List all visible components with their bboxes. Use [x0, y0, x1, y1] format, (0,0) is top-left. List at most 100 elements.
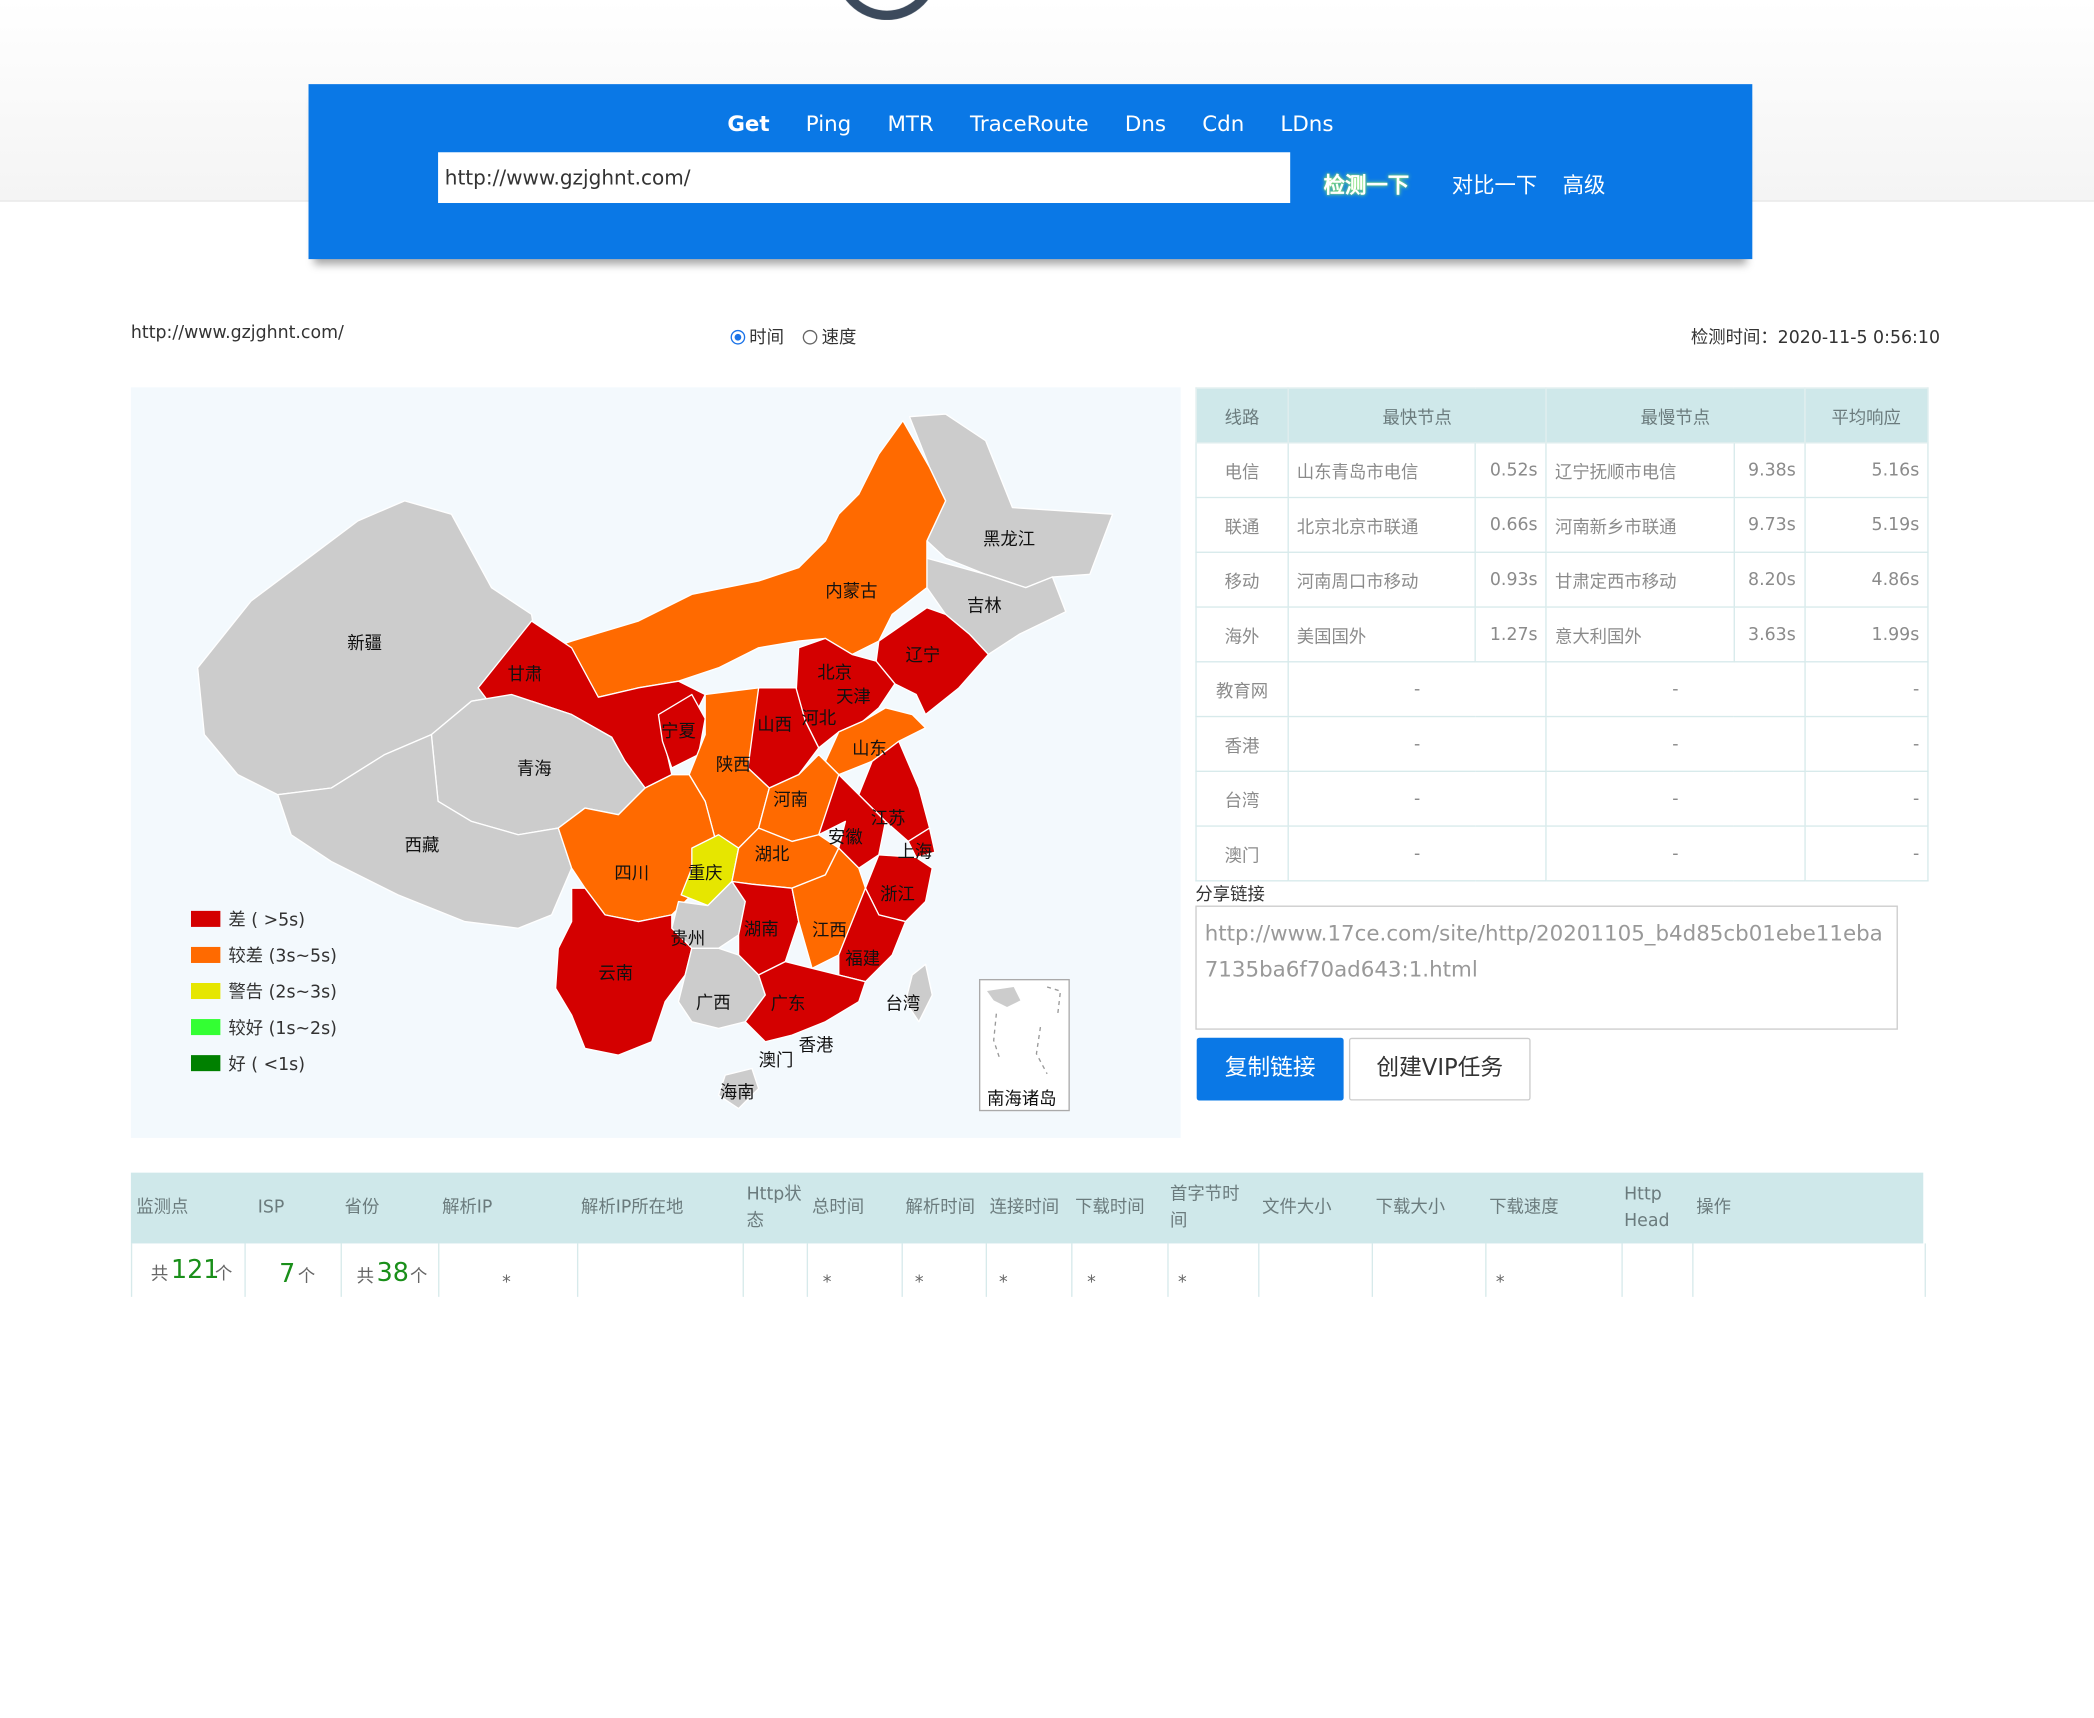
- cell-empty: [1372, 1243, 1487, 1297]
- col-ip-location: 解析IP所在地: [580, 1197, 684, 1218]
- radio-time-label: 时间: [749, 328, 785, 349]
- province-label-chongqing: 重庆: [688, 864, 723, 884]
- radio-speed[interactable]: [802, 329, 818, 345]
- cell-star: *: [1485, 1243, 1623, 1297]
- province-label-xinjiang: 新疆: [347, 634, 382, 654]
- province-count: 38: [376, 1258, 409, 1288]
- province-label-yunnan: 云南: [598, 964, 633, 984]
- tab-dns[interactable]: Dns: [1124, 110, 1167, 137]
- legend-label: 好 ( <1s): [228, 1055, 305, 1076]
- region-taiwan[interactable]: [904, 963, 933, 1023]
- tab-cdn[interactable]: Cdn: [1202, 110, 1245, 137]
- share-link-textarea[interactable]: http://www.17ce.com/site/http/20201105_b…: [1195, 905, 1898, 1030]
- province-label-beijing: 北京: [817, 663, 852, 683]
- nanhai-label: 南海诸岛: [987, 1089, 1057, 1110]
- summary-fast-node: 河南周口市移动: [1287, 551, 1477, 608]
- china-map: 黑龙江 吉林 辽宁 内蒙古 新疆 甘肃 青海 西藏 宁夏 山西 河北 北京 天津 山东 陕西 河南 江苏 安徽 上海…: [130, 387, 1181, 1138]
- summary-slow-node: -: [1545, 825, 1806, 882]
- legend-label: 较差 (3s~5s): [228, 946, 337, 967]
- province-label-shanxi: 山西: [757, 716, 792, 736]
- summary-fast-node: -: [1287, 770, 1547, 827]
- url-input[interactable]: [438, 152, 1291, 204]
- summary-avg-time: -: [1803, 770, 1929, 827]
- cell-star: *: [1167, 1243, 1260, 1297]
- create-vip-task-button[interactable]: 创建VIP任务: [1348, 1037, 1531, 1101]
- summary-line-cell: 电信: [1195, 442, 1289, 499]
- summary-avg-time: 1.99s: [1803, 606, 1929, 663]
- summary-row: 台湾 - - -: [1195, 770, 1929, 827]
- summary-slow-time: 9.73s: [1733, 496, 1806, 553]
- summary-table: 线路 最快节点 最慢节点 平均响应 电信 山东青岛市电信 0.52s 辽宁抚顺市电信 9…: [1195, 387, 1929, 882]
- advanced-button[interactable]: 高级: [1562, 172, 1606, 198]
- summary-avg-time: -: [1803, 661, 1929, 718]
- cell-star: *: [986, 1243, 1073, 1297]
- tab-ldns[interactable]: LDns: [1280, 110, 1334, 137]
- summary-col-fast: 最快节点: [1287, 387, 1547, 444]
- summary-row: 香港 - - -: [1195, 715, 1929, 772]
- summary-row: 移动 河南周口市移动 0.93s 甘肃定西市移动 8.20s 4.86s: [1195, 551, 1929, 608]
- summary-slow-node: -: [1545, 715, 1806, 772]
- summary-fast-time: 0.66s: [1474, 496, 1547, 553]
- province-label-aomen: 澳门: [759, 1051, 794, 1071]
- region-shanghai[interactable]: [907, 827, 936, 859]
- region-yunnan[interactable]: [554, 887, 693, 1056]
- summary-slow-node: 甘肃定西市移动: [1545, 551, 1735, 608]
- summary-avg-time: 4.86s: [1803, 551, 1929, 608]
- region-jilin[interactable]: [926, 557, 1067, 656]
- province-label-henan: 河南: [773, 790, 808, 810]
- results-summary-row: 共 121 个 7 个 共 38 个 * * * * * * *: [130, 1243, 1926, 1297]
- region-anhui[interactable]: [818, 773, 887, 869]
- province-label-liaoning: 辽宁: [906, 646, 941, 666]
- cell-monitor-count: 共 121 个: [132, 1243, 246, 1297]
- col-resolved-ip: 解析IP: [442, 1197, 493, 1218]
- summary-slow-time: 3.63s: [1733, 606, 1806, 663]
- radio-time[interactable]: [730, 329, 746, 345]
- province-label-heilongjiang: 黑龙江: [983, 530, 1035, 550]
- summary-fast-node: 美国国外: [1287, 606, 1477, 663]
- copy-link-button[interactable]: 复制链接: [1196, 1037, 1344, 1101]
- detect-button[interactable]: 检测一下: [1323, 172, 1410, 198]
- compare-button[interactable]: 对比一下: [1451, 172, 1538, 198]
- col-actions: 操作: [1696, 1197, 1731, 1218]
- search-panel: Get Ping MTR TraceRoute Dns Cdn LDns 检测一…: [308, 84, 1753, 260]
- region-fujian[interactable]: [838, 887, 907, 983]
- legend-swatch: [190, 946, 221, 963]
- share-label: 分享链接: [1195, 885, 1265, 906]
- summary-avg-time: 5.19s: [1803, 496, 1929, 553]
- tab-traceroute[interactable]: TraceRoute: [969, 110, 1089, 137]
- summary-row: 联通 北京北京市联通 0.66s 河南新乡市联通 9.73s 5.19s: [1195, 496, 1929, 553]
- region-hainan[interactable]: [717, 1067, 760, 1110]
- province-label-taiwan: 台湾: [886, 995, 921, 1015]
- col-resolve-time: 解析时间: [905, 1197, 976, 1218]
- summary-slow-time: 9.38s: [1733, 442, 1806, 499]
- col-monitor: 监测点: [136, 1197, 189, 1218]
- isp-count: 7: [279, 1259, 296, 1289]
- summary-fast-time: 0.93s: [1474, 551, 1547, 608]
- mode-tabs: Get Ping MTR TraceRoute Dns Cdn LDns: [309, 111, 1753, 136]
- legend-label: 差 ( >5s): [228, 910, 305, 931]
- col-http-head: Http Head: [1624, 1184, 1670, 1231]
- tab-ping[interactable]: Ping: [805, 110, 852, 137]
- region-guangdong[interactable]: [744, 960, 867, 1043]
- summary-fast-node: -: [1287, 825, 1547, 882]
- province-label-gansu: 甘肃: [508, 665, 543, 685]
- tab-mtr[interactable]: MTR: [887, 110, 934, 137]
- summary-row: 电信 山东青岛市电信 0.52s 辽宁抚顺市电信 9.38s 5.16s: [1195, 442, 1929, 499]
- cell-star: *: [807, 1243, 903, 1297]
- summary-line-cell: 澳门: [1195, 825, 1289, 882]
- summary-fast-node: 北京北京市联通: [1287, 496, 1477, 553]
- summary-line-cell: 联通: [1195, 496, 1289, 553]
- summary-line-cell: 海外: [1195, 606, 1289, 663]
- summary-header-row: 线路 最快节点 最慢节点 平均响应: [1195, 387, 1929, 444]
- tested-url: http://www.gzjghnt.com/: [130, 323, 344, 344]
- tab-get[interactable]: Get: [727, 110, 770, 137]
- province-label-guangdong: 广东: [771, 995, 806, 1015]
- cell-star: *: [902, 1243, 988, 1297]
- summary-avg-time: -: [1803, 825, 1929, 882]
- summary-avg-time: -: [1803, 715, 1929, 772]
- cell-province-count: 共 38 个: [341, 1243, 440, 1297]
- summary-slow-node: 河南新乡市联通: [1545, 496, 1735, 553]
